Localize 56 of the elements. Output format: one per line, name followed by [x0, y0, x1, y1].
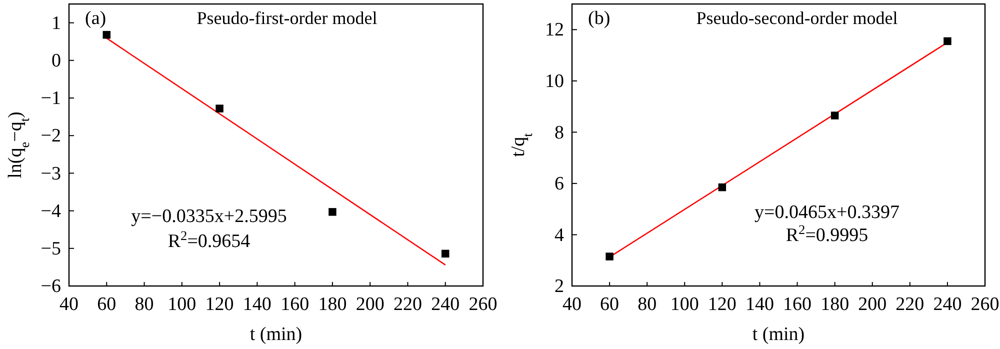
x-tick-label: 220	[393, 294, 422, 315]
point	[606, 252, 614, 260]
point	[718, 183, 726, 192]
x-tick-label: 260	[970, 294, 1000, 315]
point	[102, 30, 111, 39]
x-axis-title: t (min)	[752, 324, 805, 345]
point	[944, 37, 952, 46]
point	[216, 104, 224, 112]
annotation: Pseudo-second-order model	[696, 8, 898, 28]
y-tick-label: 1	[52, 12, 61, 34]
y-tick-label: −4	[40, 200, 62, 222]
annotation: (a)	[85, 8, 106, 29]
x-tick-label: 240	[933, 294, 962, 315]
annotation: (b)	[588, 8, 610, 29]
annotation: Pseudo-first-order model	[196, 8, 378, 28]
y-tick-label: 12	[545, 20, 564, 41]
x-tick-label: 100	[670, 294, 699, 315]
y-tick-label: −2	[40, 126, 61, 147]
x-tick-label: 160	[783, 294, 812, 315]
x-tick-label: 200	[858, 294, 887, 315]
x-tick-label: 60	[97, 294, 116, 315]
x-tick-label: 260	[468, 294, 498, 315]
x-tick-label: 200	[356, 294, 384, 315]
x-tick-label: 160	[280, 294, 310, 315]
y-tick-label: −3	[40, 163, 61, 184]
y-tick-label: 0	[52, 50, 61, 72]
x-tick-label: 100	[168, 294, 196, 315]
y-tick-label: 4	[554, 224, 564, 246]
annotation: R$^{2}$=0.9995	[786, 222, 868, 246]
y-tick-label: 2	[554, 276, 564, 298]
point	[328, 208, 336, 216]
y-tick-label: 10	[545, 70, 564, 92]
y-tick-label: 6	[554, 174, 564, 195]
y-tick-label: −5	[40, 238, 61, 260]
x-tick-label: 80	[134, 294, 154, 315]
y-tick-label: −6	[40, 276, 61, 298]
point	[830, 112, 839, 120]
x-axis-title: t (min)	[250, 324, 302, 345]
annotation: y=0.0465x+0.3397	[754, 202, 900, 223]
point	[441, 250, 450, 258]
x-tick-label: 220	[896, 294, 924, 315]
x-tick-label: 140	[242, 294, 272, 315]
x-tick-label: 120	[708, 294, 736, 315]
x-tick-label: 120	[205, 294, 234, 315]
y-tick-label: 8	[554, 122, 564, 144]
x-tick-label: 180	[820, 294, 850, 315]
y-tick-label: −1	[40, 88, 61, 110]
x-tick-label: 180	[318, 294, 347, 315]
annotation: R$^{2}$=0.9654	[168, 228, 251, 252]
x-tick-label: 240	[431, 294, 460, 315]
x-tick-label: 80	[638, 294, 657, 315]
x-tick-label: 40	[60, 294, 78, 315]
x-tick-label: 60	[600, 294, 620, 315]
x-tick-label: 140	[745, 294, 774, 315]
x-tick-label: 40	[562, 294, 582, 315]
annotation: y=−0.0335x+2.5995	[131, 206, 287, 227]
